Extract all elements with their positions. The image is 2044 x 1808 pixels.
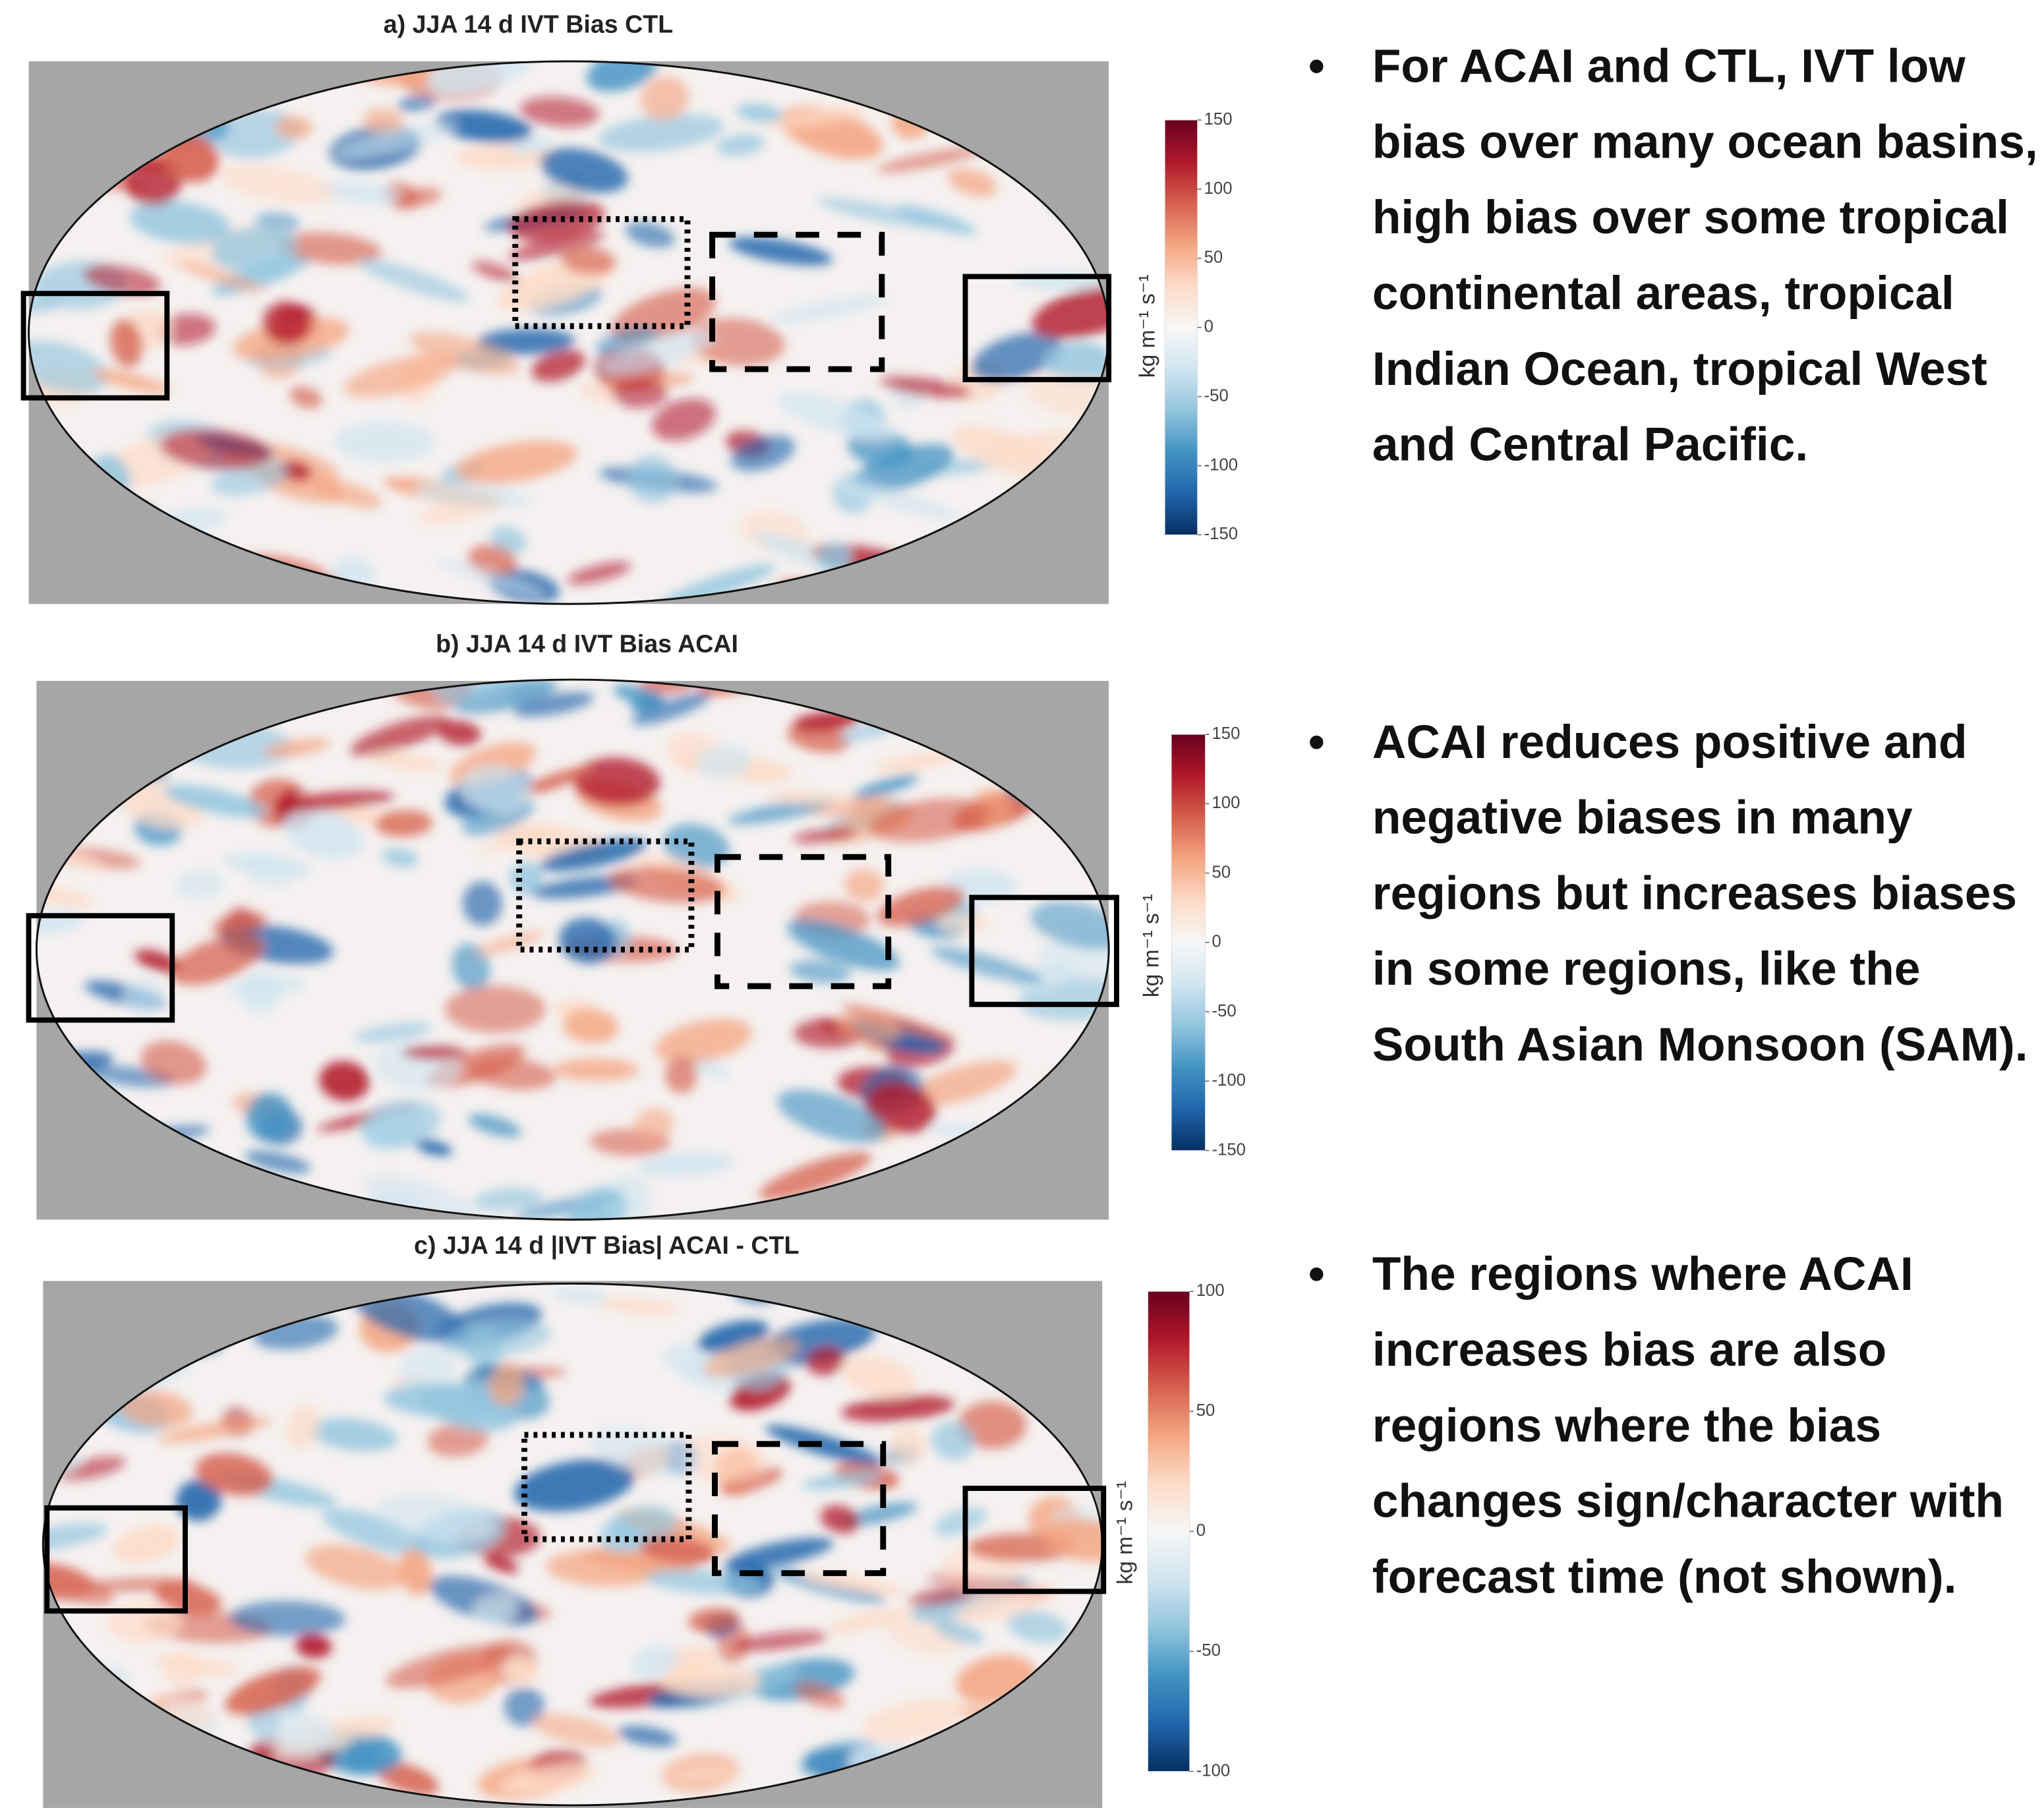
bullet-text: For ACAI and CTL, IVT low bias over many… (1372, 29, 2041, 483)
colorbar-tick-label: -150 (1212, 1140, 1245, 1159)
colorbar-label: kg m⁻¹ s⁻¹ (1139, 894, 1163, 997)
slide: a) JJA 14 d IVT Bias CTL 150 100 50 0 -50 -100… (0, 0, 2044, 1808)
bullet-item: •The regions where ACAI increases bias a… (1308, 1237, 2041, 1615)
colorbar-label: kg m⁻¹ s⁻¹ (1113, 1481, 1138, 1585)
colorbar-tick-label: 100 (1204, 179, 1233, 198)
colorbar-label: kg m⁻¹ s⁻¹ (1135, 274, 1159, 378)
colorbar-tick-label: 50 (1204, 248, 1223, 267)
colorbar-tick-label: -50 (1196, 1641, 1221, 1660)
panel-title: b) JJA 14 d IVT Bias ACAI (436, 630, 738, 658)
colorbar (1148, 1291, 1190, 1771)
colorbar (1165, 120, 1197, 535)
colorbar-tick-label: 0 (1204, 318, 1213, 336)
colorbar (1171, 734, 1205, 1150)
bias-blob (445, 985, 546, 1033)
panel-title: a) JJA 14 d IVT Bias CTL (384, 10, 673, 38)
colorbar-tick-label: 50 (1196, 1401, 1215, 1420)
colorbar-tick-label: -100 (1204, 455, 1238, 474)
bullet-item: •For ACAI and CTL, IVT low bias over man… (1308, 29, 2041, 483)
colorbar-tick-label: 100 (1212, 794, 1240, 812)
colorbar-tick-label: 0 (1212, 933, 1221, 951)
bullet-text: ACAI reduces positive and negative biase… (1372, 705, 2041, 1083)
colorbar-tick-label: 100 (1196, 1281, 1225, 1300)
map-panel: b) JJA 14 d IVT Bias ACAI 150 100 50 0 -50 -10… (1, 630, 1246, 1246)
colorbar-tick-label: -100 (1212, 1071, 1245, 1090)
colorbar-tick-label: 50 (1212, 863, 1231, 881)
colorbar-tick-label: -50 (1204, 386, 1229, 405)
bias-blob (936, 913, 989, 934)
colorbar-tick-label: -100 (1196, 1761, 1230, 1780)
map-figure: a) JJA 14 d IVT Bias CTL 150 100 50 0 -50 -100… (0, 0, 1291, 1808)
colorbar-tick-label: 150 (1204, 110, 1233, 129)
map-panel: c) JJA 14 d |IVT Bias| ACAI - CTL 100 50 0 -… (0, 1231, 1230, 1808)
bullet-text: The regions where ACAI increases bias ar… (1372, 1237, 2041, 1615)
bias-blob (611, 378, 668, 408)
colorbar-tick-label: -150 (1204, 525, 1238, 543)
panel-title: c) JJA 14 d |IVT Bias| ACAI - CTL (414, 1231, 799, 1260)
colorbar-tick-label: -50 (1212, 1002, 1236, 1020)
map-panel: a) JJA 14 d IVT Bias CTL 150 100 50 0 -50 -100… (0, 10, 1238, 622)
colorbar-tick-label: 0 (1196, 1521, 1206, 1540)
colorbar-tick-label: 150 (1212, 724, 1240, 743)
bullet-item: •ACAI reduces positive and negative bias… (1308, 705, 2041, 1083)
